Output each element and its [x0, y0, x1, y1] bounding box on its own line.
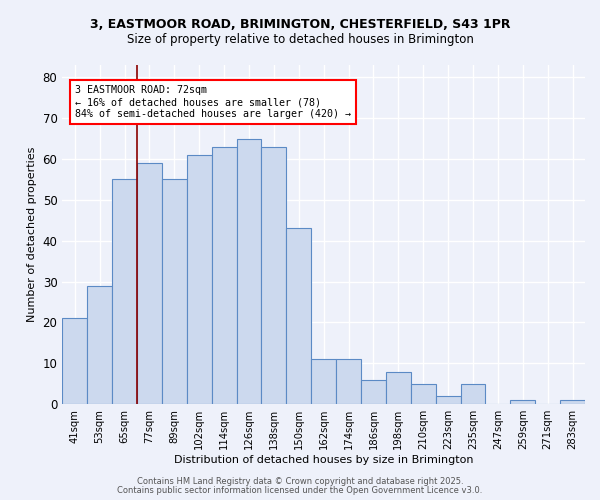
Text: Contains public sector information licensed under the Open Government Licence v3: Contains public sector information licen…: [118, 486, 482, 495]
Bar: [137, 163, 162, 404]
Bar: [336, 360, 361, 404]
X-axis label: Distribution of detached houses by size in Brimington: Distribution of detached houses by size …: [174, 455, 473, 465]
Text: Contains HM Land Registry data © Crown copyright and database right 2025.: Contains HM Land Registry data © Crown c…: [137, 477, 463, 486]
Bar: [162, 180, 187, 404]
Bar: [62, 318, 87, 404]
Bar: [87, 286, 112, 404]
Bar: [461, 384, 485, 404]
Bar: [411, 384, 436, 404]
Bar: [112, 180, 137, 404]
Bar: [386, 372, 411, 404]
Bar: [560, 400, 585, 404]
Text: 3 EASTMOOR ROAD: 72sqm
← 16% of detached houses are smaller (78)
84% of semi-det: 3 EASTMOOR ROAD: 72sqm ← 16% of detached…: [75, 86, 351, 118]
Text: Size of property relative to detached houses in Brimington: Size of property relative to detached ho…: [127, 32, 473, 46]
Bar: [236, 138, 262, 404]
Text: 3, EASTMOOR ROAD, BRIMINGTON, CHESTERFIELD, S43 1PR: 3, EASTMOOR ROAD, BRIMINGTON, CHESTERFIE…: [90, 18, 510, 30]
Bar: [286, 228, 311, 404]
Bar: [262, 146, 286, 404]
Y-axis label: Number of detached properties: Number of detached properties: [27, 147, 37, 322]
Bar: [511, 400, 535, 404]
Bar: [212, 146, 236, 404]
Bar: [436, 396, 461, 404]
Bar: [361, 380, 386, 404]
Bar: [311, 360, 336, 404]
Bar: [187, 155, 212, 404]
